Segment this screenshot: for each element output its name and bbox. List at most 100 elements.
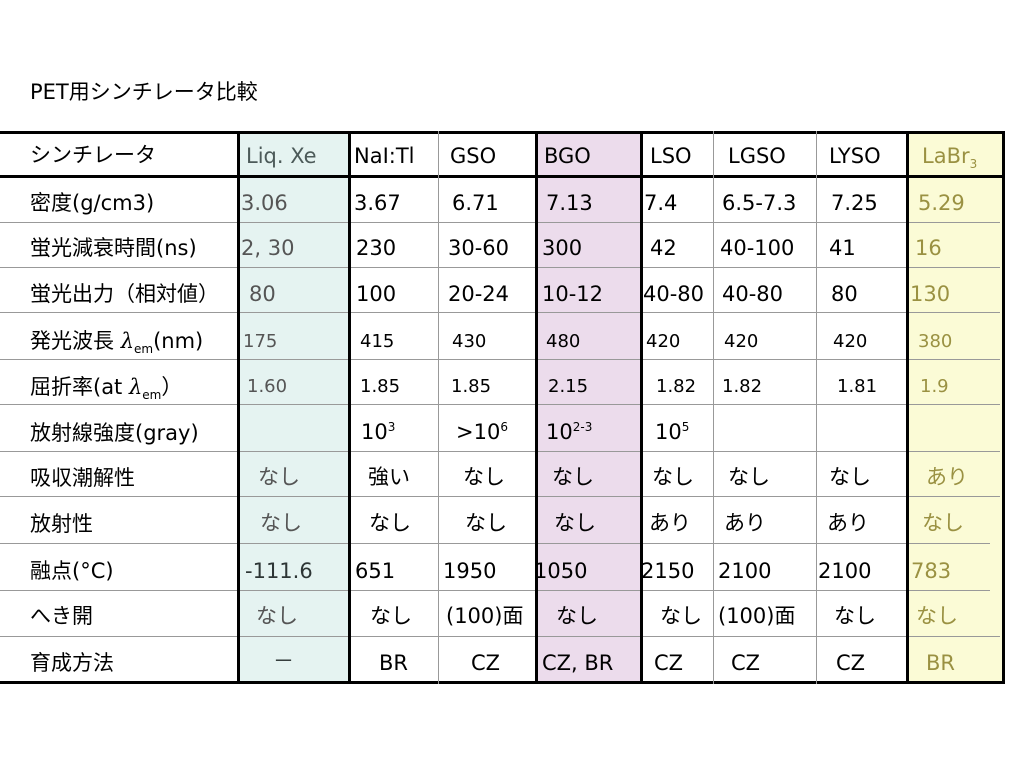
table-cell: あり xyxy=(724,511,766,535)
table-cell: CZ xyxy=(471,651,501,675)
table-cell: 651 xyxy=(355,559,396,583)
table-cell: 480 xyxy=(546,331,581,352)
table-cell: 2.15 xyxy=(548,376,589,397)
row-label-hygroscopic: 吸収潮解性 xyxy=(30,466,135,490)
table-cell: なし xyxy=(463,465,505,489)
row-divider xyxy=(0,636,1000,637)
row-divider xyxy=(0,590,990,591)
row-divider xyxy=(0,267,1000,268)
table-cell: -111.6 xyxy=(245,559,313,583)
table-cell: 1.82 xyxy=(656,376,697,397)
table-cell: 2100 xyxy=(818,559,872,583)
table-cell: 1.85 xyxy=(451,376,492,397)
table-cell: 6.71 xyxy=(452,191,499,215)
table-cell: 5.29 xyxy=(918,191,965,215)
table-cell: 420 xyxy=(724,331,759,352)
table-cell: 380 xyxy=(918,331,953,352)
table-cell: なし xyxy=(652,465,694,489)
column-divider xyxy=(640,131,643,684)
table-cell: 40-80 xyxy=(722,282,784,306)
table-cell: 105 xyxy=(655,420,690,444)
table-cell: 1950 xyxy=(443,559,497,583)
table-cell: なし xyxy=(258,465,300,489)
table-right-border xyxy=(1002,131,1005,684)
table-cell: 7.13 xyxy=(546,191,593,215)
table-cell: (100)面 xyxy=(446,604,524,628)
row-divider xyxy=(0,543,990,544)
row-divider xyxy=(0,404,1000,405)
table-top-border xyxy=(0,131,1005,134)
table-cell: なし xyxy=(552,465,594,489)
table-cell: 40-80 xyxy=(643,282,705,306)
table-cell: なし xyxy=(556,604,598,628)
table-cell: 1.60 xyxy=(247,376,288,397)
table-cell: 130 xyxy=(910,282,951,306)
table-cell: 41 xyxy=(829,236,856,260)
table-cell: 1.9 xyxy=(920,376,949,397)
header-lyso: LYSO xyxy=(829,144,881,168)
table-cell: なし xyxy=(834,604,876,628)
row-label-density: 密度(g/cm3) xyxy=(30,191,155,215)
table-cell: 2, 30 xyxy=(241,236,295,260)
table-cell: 16 xyxy=(915,236,942,260)
table-cell: 6.5-7.3 xyxy=(722,191,797,215)
table-cell: 230 xyxy=(356,236,397,260)
header-separator xyxy=(0,175,1005,178)
table-cell: 300 xyxy=(542,236,583,260)
table-cell: 415 xyxy=(360,331,395,352)
row-divider xyxy=(0,496,1000,497)
row-label-refractive-index: 屈折率(at λem） xyxy=(30,375,183,403)
table-cell: 3.67 xyxy=(354,191,401,215)
row-label-radiation-hardness: 放射線強度(gray) xyxy=(30,421,199,445)
table-cell: 3.06 xyxy=(241,191,288,215)
table-cell: あり xyxy=(926,465,968,489)
labr-column-highlight xyxy=(908,133,1004,683)
column-divider xyxy=(816,131,817,684)
table-cell: なし xyxy=(660,604,702,628)
column-divider xyxy=(438,131,439,684)
table-cell: なし xyxy=(922,511,964,535)
liq-xe-column-highlight xyxy=(239,133,349,683)
table-cell: (100)面 xyxy=(718,604,796,628)
table-cell: 783 xyxy=(911,559,952,583)
table-cell: 1.85 xyxy=(360,376,401,397)
table-cell: あり xyxy=(827,511,869,535)
table-cell: CZ xyxy=(836,651,866,675)
column-divider xyxy=(535,131,538,684)
table-cell: なし xyxy=(369,511,411,535)
table-cell: >106 xyxy=(456,420,508,444)
header-bgo: BGO xyxy=(544,144,591,168)
header-gso: GSO xyxy=(450,144,497,168)
header-labr: LaBr3 xyxy=(922,144,978,172)
row-label-light-output: 蛍光出力（相対値） xyxy=(30,282,219,306)
row-divider xyxy=(0,359,1000,360)
table-cell: BR xyxy=(926,651,955,675)
row-label-cleavage: へき開 xyxy=(30,604,93,628)
table-cell: 7.25 xyxy=(831,191,878,215)
table-cell: 2100 xyxy=(718,559,772,583)
header-lso: LSO xyxy=(650,144,692,168)
row-divider xyxy=(0,451,1000,452)
column-divider xyxy=(237,131,240,684)
table-cell: 100 xyxy=(356,282,397,306)
table-cell: 420 xyxy=(646,331,681,352)
table-cell: 430 xyxy=(452,331,487,352)
table-cell: なし xyxy=(554,511,596,535)
row-label-growth-method: 育成方法 xyxy=(30,651,114,675)
row-label-radioactivity: 放射性 xyxy=(30,512,93,536)
slide-title: PET用シンチレータ比較 xyxy=(30,80,258,104)
table-cell: あり xyxy=(649,511,691,535)
row-label-decay-time: 蛍光減衰時間(ns) xyxy=(30,236,197,260)
table-cell: 103 xyxy=(361,420,396,444)
table-cell: 30-60 xyxy=(448,236,510,260)
row-divider xyxy=(0,222,1000,223)
table-cell: 2150 xyxy=(641,559,695,583)
table-cell: CZ xyxy=(731,651,761,675)
table-cell: 1.82 xyxy=(722,376,763,397)
table-cell: 20-24 xyxy=(448,282,510,306)
table-cell: 7.4 xyxy=(644,191,678,215)
table-cell: CZ xyxy=(654,651,684,675)
bgo-column-highlight xyxy=(537,133,641,683)
table-cell: なし xyxy=(829,465,871,489)
table-cell: なし xyxy=(728,465,770,489)
